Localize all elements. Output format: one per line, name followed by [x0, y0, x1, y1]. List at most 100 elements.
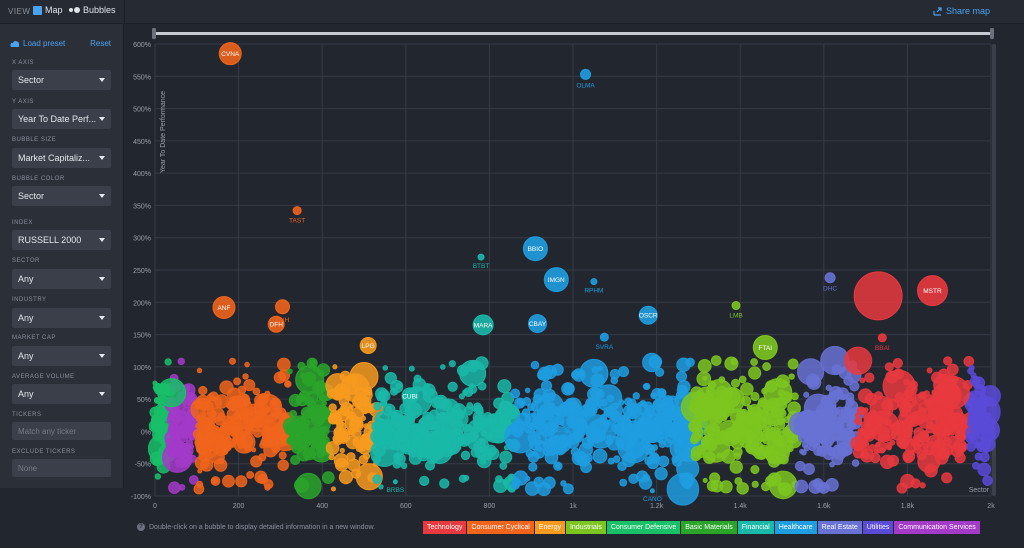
y-tick-label: 550%: [133, 74, 151, 81]
tickers-input[interactable]: Match any ticker: [12, 422, 111, 440]
legend-item[interactable]: Utilities: [862, 521, 895, 534]
labeled-bubble: [638, 305, 658, 325]
data-bubble: [466, 402, 474, 409]
x-axis-select[interactable]: Sector: [12, 70, 111, 90]
legend-item[interactable]: Technology: [423, 521, 468, 534]
data-bubble: [980, 427, 990, 437]
average-volume-select[interactable]: Any: [12, 384, 111, 404]
y-axis-select[interactable]: Year To Date Perf...: [12, 109, 111, 129]
data-bubble: [561, 382, 575, 396]
data-bubble: [610, 376, 619, 385]
x-tick-label: 600: [400, 503, 412, 510]
data-bubble: [439, 364, 446, 370]
y-tick-label: 100%: [133, 365, 151, 372]
data-bubble: [208, 416, 217, 425]
data-bubble: [977, 462, 992, 477]
data-bubble: [805, 373, 820, 388]
data-bubble: [886, 444, 892, 451]
labeled-bubble: [590, 278, 598, 286]
data-bubble: [946, 409, 954, 418]
industry-value: Any: [18, 313, 34, 323]
data-bubble: [284, 380, 292, 388]
data-bubble: [382, 365, 389, 371]
data-bubble: [325, 441, 340, 455]
bubble-size-select[interactable]: Market Capitaliz...: [12, 148, 111, 168]
data-bubble: [750, 358, 758, 366]
market-cap-select[interactable]: Any: [12, 346, 111, 366]
load-preset-button[interactable]: Load preset: [10, 39, 65, 48]
data-bubble: [371, 421, 382, 432]
exclude-tickers-input[interactable]: None: [12, 459, 111, 477]
data-bubble: [676, 370, 688, 382]
share-map-button[interactable]: Share map: [933, 6, 990, 16]
chart-area: -100% -50% 0% 50% 100% 150% 200% 250% 300% 350% 40…: [125, 24, 1024, 548]
data-bubble: [251, 447, 257, 453]
data-bubble: [448, 360, 456, 368]
y-tick-label: 0%: [141, 429, 151, 436]
data-bubble: [195, 435, 211, 450]
legend-item[interactable]: Real Estate: [817, 521, 863, 534]
data-bubble: [338, 470, 354, 485]
labeled-bubble: [599, 332, 609, 342]
data-bubble: [448, 417, 458, 427]
map-view-button[interactable]: Map: [33, 5, 63, 15]
data-bubble: [610, 423, 620, 432]
data-bubble: [892, 358, 903, 369]
legend-item[interactable]: Healthcare: [774, 521, 818, 534]
data-bubble: [225, 400, 235, 410]
data-bubble: [863, 422, 871, 429]
data-bubble: [297, 435, 311, 450]
bubble-size-label: BUBBLE SIZE: [12, 137, 57, 143]
data-bubble: [834, 408, 841, 415]
index-select[interactable]: RUSSELL 2000: [12, 230, 111, 250]
bubble-color-value: Sector: [18, 191, 45, 201]
load-preset-label: Load preset: [23, 39, 66, 48]
reset-button[interactable]: Reset: [90, 39, 111, 48]
legend-item[interactable]: Energy: [534, 521, 566, 534]
exclude-tickers-label: EXCLUDE TICKERS: [12, 449, 76, 455]
x-tick-label: 200: [233, 503, 245, 510]
data-bubble: [974, 384, 986, 396]
bubble-chart[interactable]: -100% -50% 0% 50% 100% 150% 200% 250% 300% 350% 40…: [125, 24, 1024, 518]
labeled-bubble: [218, 42, 242, 66]
data-bubble: [840, 393, 847, 401]
data-bubble: [524, 481, 540, 496]
data-bubble: [209, 396, 223, 409]
data-bubble: [716, 452, 723, 459]
data-bubble: [521, 408, 531, 417]
data-bubble: [750, 432, 757, 439]
data-bubble: [199, 400, 206, 406]
data-bubble: [734, 434, 741, 441]
data-bubble: [219, 424, 229, 434]
y-tick-label: -50%: [135, 462, 151, 469]
range-slider-handle-left: [152, 28, 156, 39]
map-icon: [33, 5, 42, 15]
data-bubble: [968, 414, 978, 425]
legend-item[interactable]: Consumer Defensive: [606, 521, 682, 534]
data-bubble: [396, 443, 407, 455]
data-bubble: [605, 437, 613, 446]
industry-select[interactable]: Any: [12, 308, 111, 328]
data-bubble: [394, 453, 404, 462]
legend-item[interactable]: Financial: [737, 521, 775, 534]
legend-item[interactable]: Communication Services: [894, 521, 981, 534]
index-label: INDEX: [12, 220, 33, 226]
data-bubble: [914, 434, 923, 442]
legend-item[interactable]: Basic Materials: [681, 521, 738, 534]
data-bubble: [257, 473, 268, 485]
legend-item[interactable]: Consumer Cyclical: [467, 521, 535, 534]
chevron-down-icon: [99, 277, 105, 281]
legend-item[interactable]: Industrials: [565, 521, 607, 534]
sector-select[interactable]: Any: [12, 269, 111, 289]
data-bubble: [719, 430, 727, 437]
data-bubble: [294, 420, 309, 435]
data-bubble: [154, 473, 162, 480]
data-bubble: [259, 406, 267, 414]
bubble-color-select[interactable]: Sector: [12, 186, 111, 206]
data-bubble: [196, 367, 203, 374]
data-bubble: [632, 392, 640, 400]
data-bubble: [377, 440, 385, 448]
bubbles-view-button[interactable]: Bubbles: [68, 5, 116, 15]
data-bubble: [198, 385, 208, 396]
industry-label: INDUSTRY: [12, 297, 47, 303]
